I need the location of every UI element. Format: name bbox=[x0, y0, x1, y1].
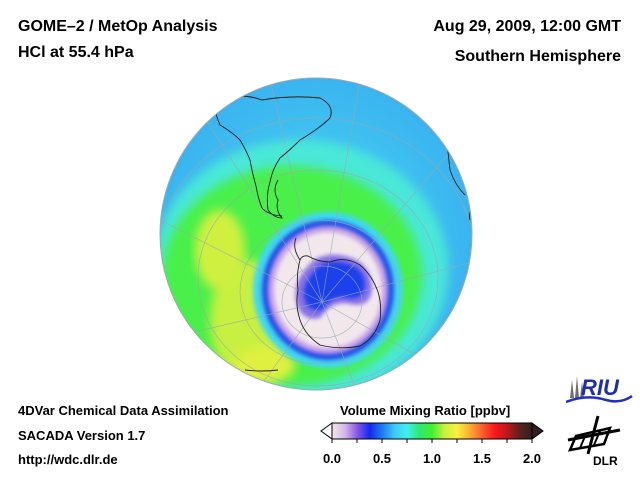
colorbar-gradient bbox=[331, 422, 533, 440]
dlr-logo-text: DLR bbox=[593, 454, 618, 468]
colorbar-tick-marks bbox=[331, 439, 533, 443]
colorbar-over-arrow bbox=[531, 422, 544, 440]
globe-outline bbox=[159, 77, 473, 391]
colorbar bbox=[320, 422, 544, 443]
footer-version: SACADA Version 1.7 bbox=[18, 428, 146, 443]
date-label: Aug 29, 2009, 12:00 GMT bbox=[433, 18, 621, 35]
title-instrument: GOME–2 / MetOp Analysis bbox=[18, 18, 218, 35]
region-label: Southern Hemisphere bbox=[454, 48, 621, 65]
title-species: HCl at 55.4 hPa bbox=[18, 44, 134, 61]
colorbar-title: Volume Mixing Ratio [ppbv] bbox=[340, 403, 511, 418]
footer-url[interactable]: http://wdc.dlr.de bbox=[18, 452, 118, 467]
colorbar-tick-label: 1.0 bbox=[422, 451, 442, 466]
dlr-logo bbox=[567, 415, 621, 455]
riu-logo bbox=[566, 376, 633, 404]
colorbar-under-arrow bbox=[320, 422, 333, 440]
footer-method: 4DVar Chemical Data Assimilation bbox=[18, 403, 229, 418]
colorbar-tick-label: 2.0 bbox=[522, 451, 542, 466]
yellow-band-3 bbox=[235, 347, 295, 383]
colorbar-tick-label: 0.5 bbox=[372, 451, 392, 466]
colorbar-tick-label: 1.5 bbox=[472, 451, 492, 466]
river-wave-icon bbox=[566, 394, 633, 404]
colorbar-tick-label: 0.0 bbox=[322, 451, 342, 466]
cathedral-icon bbox=[570, 376, 584, 398]
riu-logo-text: RIU bbox=[581, 375, 619, 400]
